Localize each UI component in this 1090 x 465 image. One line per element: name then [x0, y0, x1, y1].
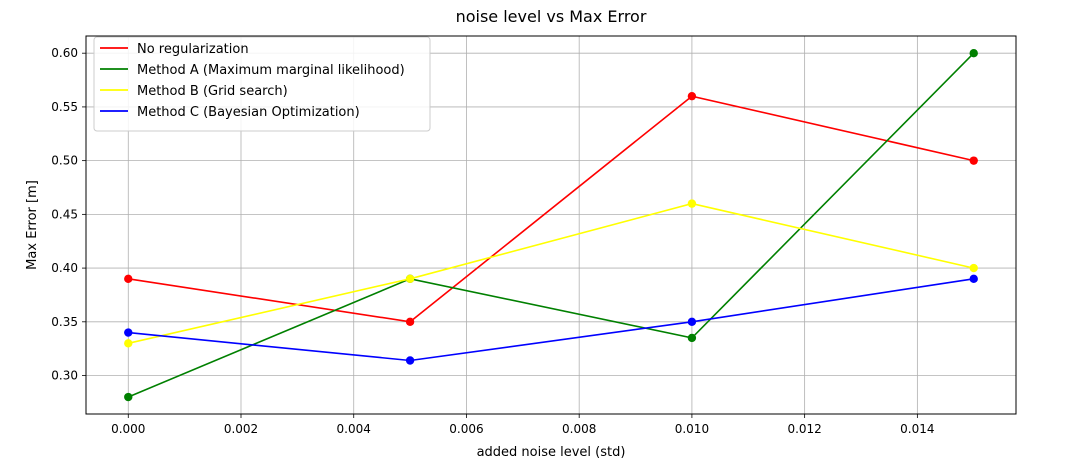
y-tick-label: 0.45	[51, 207, 78, 221]
x-tick-label: 0.000	[111, 422, 145, 436]
x-tick-label: 0.002	[224, 422, 258, 436]
data-point	[124, 339, 133, 348]
legend-label: No regularization	[137, 42, 249, 57]
plot-frame	[85, 35, 1017, 415]
data-point	[405, 274, 415, 284]
legend-label: Method B (Grid search)	[137, 84, 288, 99]
x-tick-label: 0.010	[675, 422, 709, 436]
y-tick-label: 0.60	[51, 46, 78, 60]
data-point	[969, 156, 978, 165]
ticks: 0.000 0.002 0.004 0.006 0.008 0.010 0.012 0.014…	[51, 46, 934, 436]
data-point	[124, 328, 133, 337]
series-line	[128, 95, 974, 323]
legend-label: Method A (Maximum marginal likelihood)	[137, 63, 405, 78]
legend-box	[93, 36, 431, 132]
y-tick-label: 0.55	[51, 100, 78, 114]
x-tick-label: 0.004	[337, 422, 371, 436]
y-tick-label: 0.40	[51, 261, 78, 275]
data-point	[969, 263, 978, 273]
x-tick-label: 0.008	[562, 422, 596, 436]
data-point	[969, 274, 978, 284]
x-tick-label: 0.014	[900, 422, 934, 436]
data-point	[405, 356, 415, 365]
data-point	[124, 274, 133, 284]
x-tick-label: 0.012	[787, 422, 821, 436]
y-tick-label: 0.50	[51, 154, 78, 168]
legend: No regularization Method A (Maximum margi…	[93, 36, 431, 132]
data-point	[405, 317, 415, 327]
series-line	[128, 278, 974, 362]
series-group	[124, 48, 978, 402]
data-point	[687, 333, 697, 343]
chart-title: noise level vs Max Error	[456, 7, 647, 26]
y-tick-label: 0.35	[51, 315, 78, 329]
series-3	[124, 199, 978, 348]
series-1	[124, 91, 978, 327]
x-axis-title: added noise level (std)	[477, 445, 626, 460]
legend-label: Method C (Bayesian Optimization)	[137, 105, 360, 120]
data-point	[969, 48, 978, 58]
data-point	[687, 317, 697, 327]
series-line	[128, 202, 974, 345]
y-tick-label: 0.30	[51, 369, 78, 383]
series-line	[127, 52, 975, 398]
series-4	[124, 274, 978, 365]
y-axis-title: Max Error [m]	[25, 180, 40, 270]
data-point	[687, 199, 697, 208]
data-point	[124, 392, 133, 402]
x-tick-label: 0.006	[449, 422, 483, 436]
data-point	[687, 91, 697, 101]
